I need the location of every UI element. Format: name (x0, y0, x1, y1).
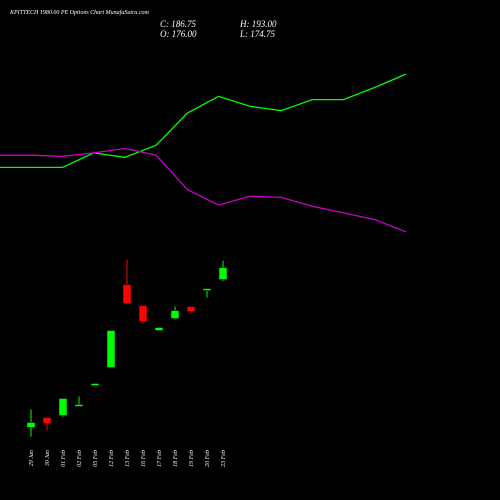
chart-title: KPITTECH 1980.00 PE Options Chart Munafa… (9, 9, 150, 16)
high-label: H: 193.00 (239, 19, 277, 29)
x-tick-label: 01 Feb (61, 450, 67, 467)
x-tick-label: 23 Feb (221, 450, 227, 467)
x-tick-label: 30 Jan (45, 450, 51, 467)
close-label: C: 186.75 (160, 19, 197, 29)
candle-body (138, 305, 148, 322)
candle-body (170, 310, 180, 319)
line (0, 147, 407, 233)
candle-body (26, 422, 36, 428)
x-tick-label: 02 Feb (77, 450, 83, 467)
x-tick-label: 13 Feb (125, 450, 131, 467)
x-tick-label: 17 Feb (157, 450, 163, 467)
candle-body (42, 417, 52, 424)
open-label: O: 176.00 (160, 29, 197, 39)
x-tick-label: 19 Feb (189, 450, 195, 467)
x-tick-label: 12 Feb (109, 450, 115, 467)
candle-body (186, 306, 196, 312)
candle-body (218, 267, 228, 280)
candle-body (90, 383, 100, 386)
candle-body (154, 327, 164, 331)
x-tick-label: 18 Feb (173, 450, 179, 467)
candle-body (122, 284, 132, 304)
x-tick-label: 20 Feb (205, 450, 211, 467)
candle-body (58, 398, 68, 416)
low-label: L: 174.75 (239, 29, 276, 39)
x-tick-label: 05 Feb (93, 450, 99, 467)
x-tick-label: 16 Feb (141, 450, 147, 467)
candle-body (106, 330, 116, 368)
candle-body (202, 288, 212, 291)
line (0, 73, 407, 169)
x-tick-label: 29 Jan (29, 450, 35, 466)
candle-body (74, 404, 84, 407)
